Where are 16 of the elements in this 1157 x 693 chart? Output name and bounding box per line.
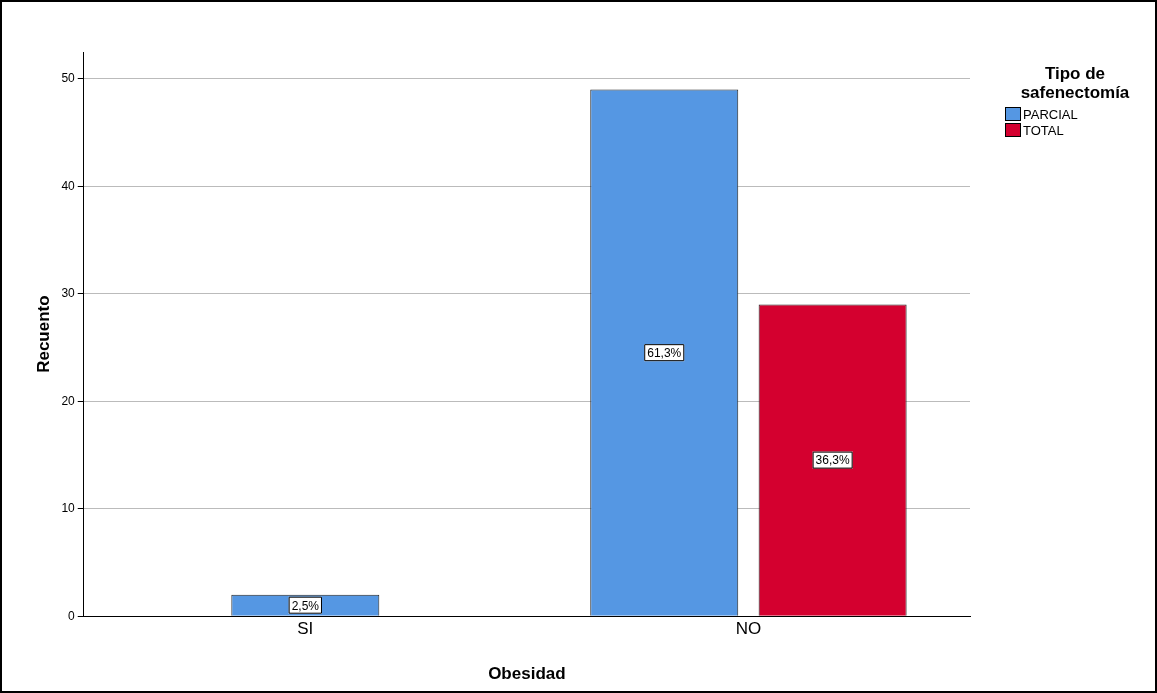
annotation: 36,3% [815, 453, 850, 468]
y-tick-label: 0 [68, 608, 76, 623]
y-tick-label: 20 [61, 393, 76, 408]
y-tick-label: 50 [61, 71, 76, 86]
y-axis-title: Recuento [33, 295, 53, 373]
legend-title: Tipo de safenectomía [1019, 64, 1131, 102]
y-tick-label: 40 [61, 178, 76, 193]
y-tick-label: 10 [61, 501, 76, 516]
legend-label: TOTAL [1023, 122, 1064, 138]
x-tick-label: NO [735, 619, 762, 639]
annotation: 61,3% [647, 345, 682, 360]
annotation: 2,5% [291, 598, 320, 613]
y-tick-label: 30 [61, 286, 76, 301]
legend-label: PARCIAL [1023, 106, 1078, 122]
x-tick-label: SI [297, 619, 314, 639]
x-axis-title: Obesidad [488, 664, 566, 684]
